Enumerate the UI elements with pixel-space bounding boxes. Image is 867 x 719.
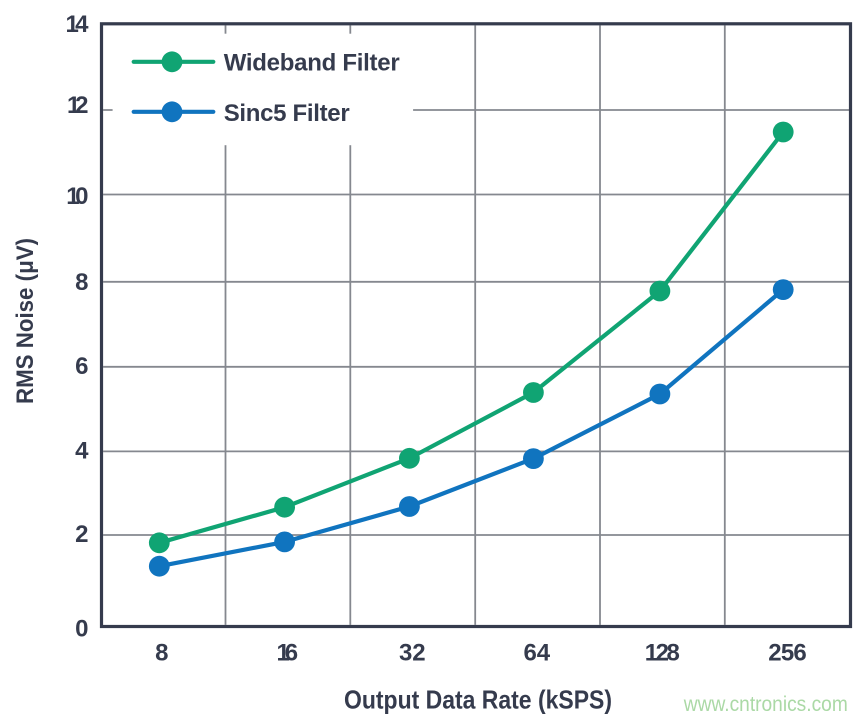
svg-text:0: 0	[75, 615, 88, 642]
svg-text:Output Data Rate (kSPS): Output Data Rate (kSPS)	[344, 685, 612, 715]
svg-text:64: 64	[523, 640, 550, 667]
svg-text:Sinc5 Filter: Sinc5 Filter	[224, 100, 350, 127]
svg-text:14: 14	[66, 11, 90, 38]
svg-text:RMS Noise (μV): RMS Noise (μV)	[12, 238, 39, 404]
svg-text:128: 128	[645, 640, 680, 667]
svg-text:6: 6	[75, 353, 88, 380]
svg-text:16: 16	[277, 640, 299, 667]
svg-text:2: 2	[75, 521, 88, 548]
svg-text:32: 32	[399, 640, 426, 667]
svg-text:10: 10	[66, 183, 88, 210]
svg-text:12: 12	[67, 92, 89, 119]
svg-text:8: 8	[155, 640, 168, 667]
svg-text:8: 8	[75, 269, 88, 296]
svg-text:4: 4	[75, 438, 89, 465]
svg-text:www.cntronics.com: www.cntronics.com	[683, 693, 848, 716]
svg-text:Wideband Filter: Wideband Filter	[224, 50, 400, 77]
svg-text:256: 256	[768, 640, 807, 667]
